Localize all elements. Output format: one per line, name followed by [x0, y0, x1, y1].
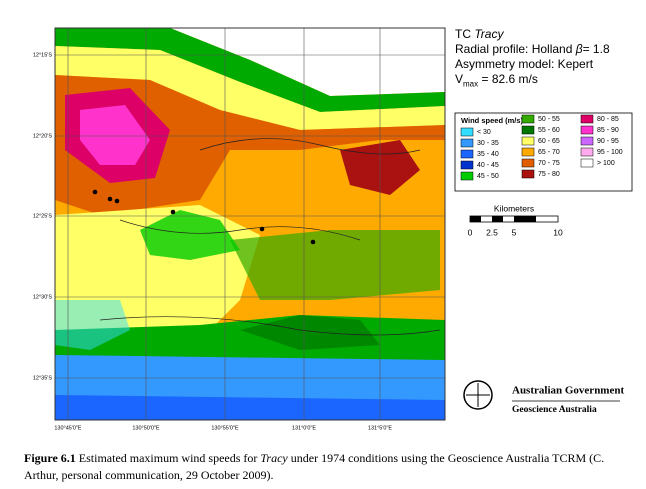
title-prefix: TC [455, 27, 475, 41]
scale-label: 2.5 [486, 227, 498, 237]
legend-label: 35 - 40 [477, 151, 499, 158]
lat-label: 12°20'S [33, 133, 52, 139]
logo: Australian Government Geoscience Austral… [463, 380, 624, 415]
caption-figure: Figure 6.1 [24, 451, 76, 465]
legend-swatch [580, 114, 594, 124]
scale-label: 0 [468, 227, 473, 237]
legend-swatch [460, 138, 474, 148]
scale-bar: Kilometers 0 2.5 5 10 [468, 203, 563, 237]
legend-label: 85 - 90 [597, 127, 619, 134]
legend-label: 80 - 85 [597, 116, 619, 123]
legend-label: 45 - 50 [477, 173, 499, 180]
legend-label: < 30 [477, 129, 491, 136]
legend-label: 50 - 55 [538, 116, 560, 123]
legend-label: 75 - 80 [538, 171, 560, 178]
lat-label: 12°35'S [33, 375, 52, 381]
legend-label: 90 - 95 [597, 138, 619, 145]
caption-name: Tracy [260, 451, 288, 465]
legend-swatch [521, 136, 535, 146]
caption-text1: Estimated maximum wind speeds for [75, 451, 261, 465]
legend: Wind speed (m/s) < 30 30 - 35 35 - 40 40 - … [454, 112, 633, 192]
legend-swatch [580, 158, 594, 168]
lon-label: 131°5'0"E [368, 425, 392, 431]
legend-label: 70 - 75 [538, 160, 560, 167]
vmax: Vmax = 82.6 m/s [455, 72, 538, 88]
lat-label: 12°30'S [33, 294, 52, 300]
legend-swatch [460, 160, 474, 170]
caption: Figure 6.1 Estimated maximum wind speeds… [24, 450, 634, 484]
legend-swatch [460, 149, 474, 159]
legend-swatch [580, 125, 594, 135]
caption-text2: under 1974 conditions using the Geoscien… [24, 451, 605, 482]
legend-swatch [460, 127, 474, 137]
scale-label: 10 [553, 227, 563, 237]
legend-label: 40 - 45 [477, 162, 499, 169]
logo-line2: Geoscience Australia [512, 405, 597, 415]
radial-label: Radial profile: Holland [455, 42, 576, 56]
scale-title: Kilometers [494, 203, 534, 213]
vmax-sub: max [463, 79, 479, 89]
lat-label: 12°25'S [33, 213, 52, 219]
wind-field [54, 27, 446, 421]
radial-symbol: β [575, 42, 583, 56]
title-name: Tracy [474, 27, 504, 41]
asymmetry: Asymmetry model: Kepert [455, 57, 594, 71]
legend-swatch [521, 158, 535, 168]
legend-swatch [521, 114, 535, 124]
legend-label: 95 - 100 [597, 149, 623, 156]
lon-label: 130°45'0"E [54, 425, 82, 431]
map-title: TC Tracy [455, 27, 503, 41]
legend-label: 60 - 65 [538, 138, 560, 145]
lon-label: 131°0'0"E [292, 425, 316, 431]
legend-label: 55 - 60 [538, 127, 560, 134]
legend-label: 65 - 70 [538, 149, 560, 156]
legend-title: Wind speed (m/s) [461, 116, 524, 125]
legend-swatch [580, 147, 594, 157]
scale-label: 5 [512, 227, 517, 237]
vmax-symbol: V [455, 72, 464, 86]
legend-swatch [521, 169, 535, 179]
lon-label: 130°55'0"E [211, 425, 239, 431]
lon-label: 130°50'0"E [132, 425, 160, 431]
radial-profile: Radial profile: Holland β= 1.8 [455, 42, 610, 56]
legend-swatch [580, 136, 594, 146]
legend-swatch [460, 171, 474, 181]
lat-label: 12°15'S [33, 52, 52, 58]
logo-line1: Australian Government [512, 385, 624, 397]
map-figure: Wind speed (m/s) < 30 30 - 35 35 - 40 40 - … [33, 27, 633, 431]
legend-label: 30 - 35 [477, 140, 499, 147]
radial-value: = 1.8 [582, 42, 610, 56]
legend-label: > 100 [597, 160, 615, 167]
vmax-value: = 82.6 m/s [478, 72, 538, 86]
legend-swatch [521, 125, 535, 135]
legend-swatch [521, 147, 535, 157]
